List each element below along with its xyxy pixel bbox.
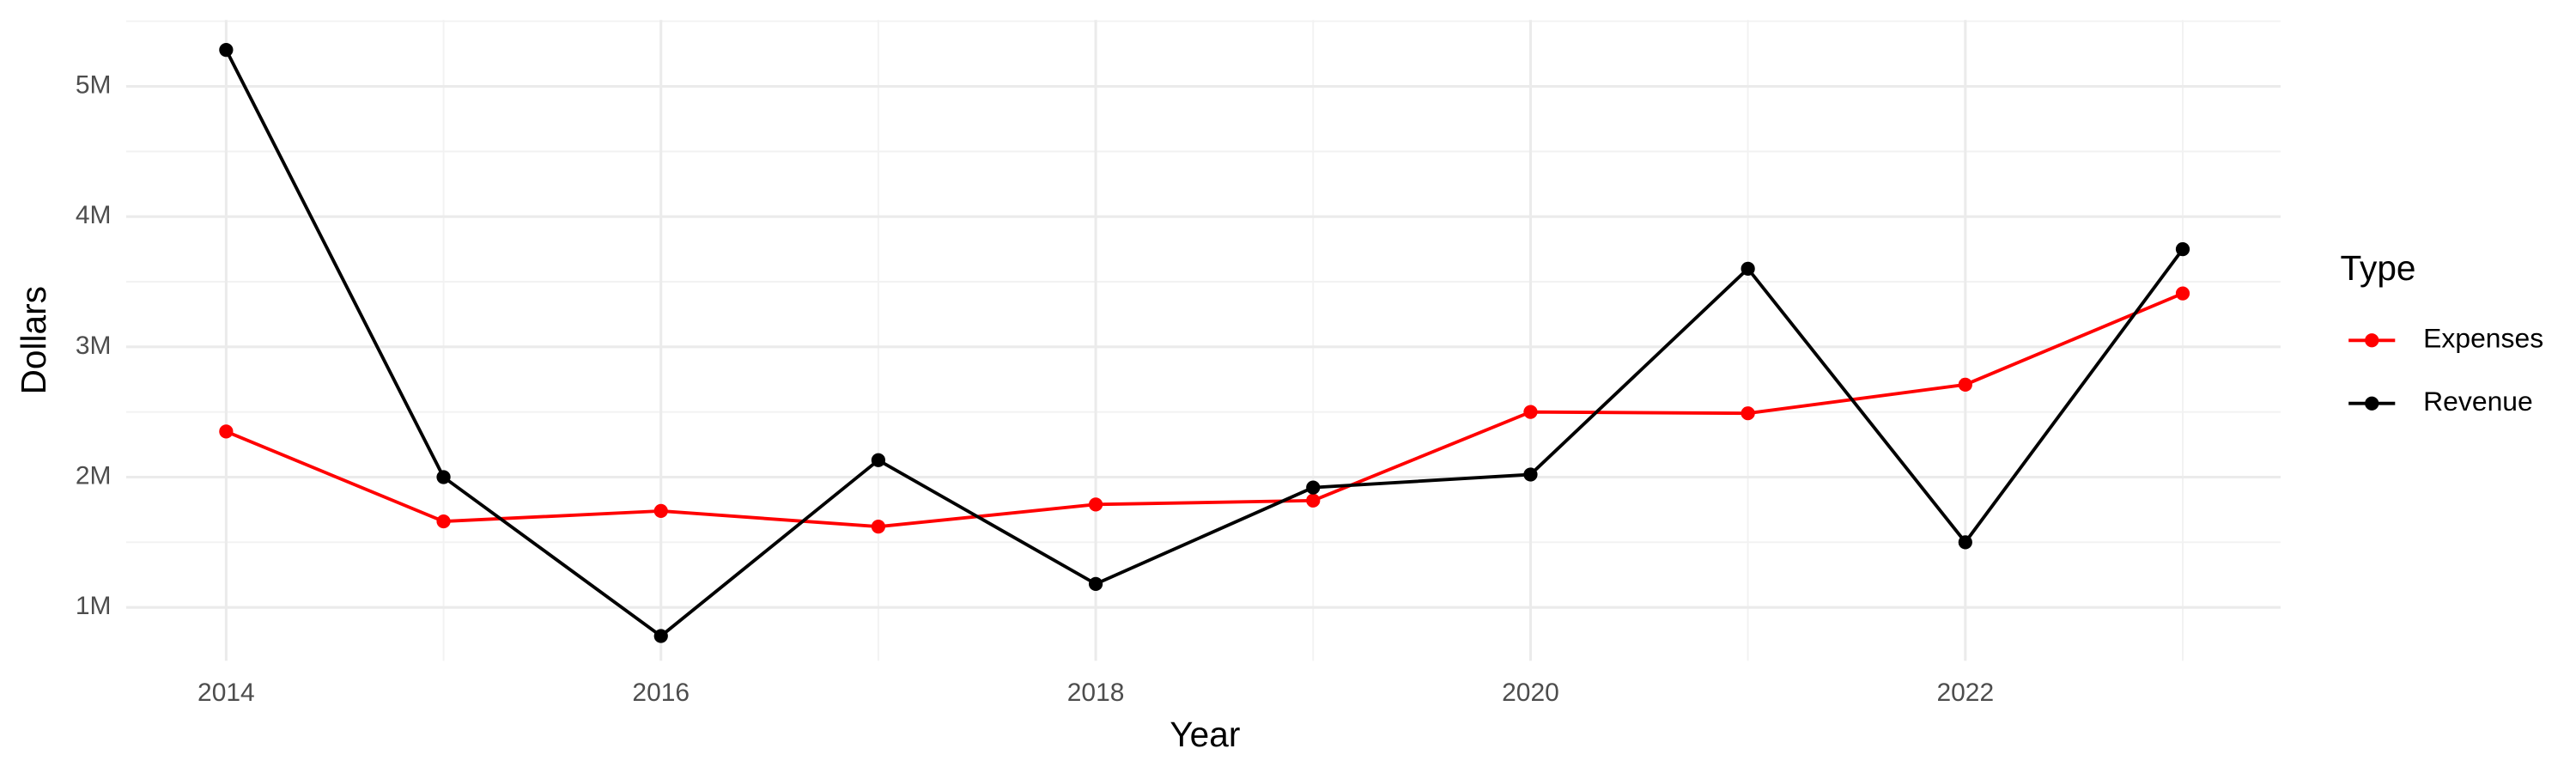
data-point: [219, 42, 234, 58]
legend-point: [2365, 333, 2379, 348]
y-tick-label: 5M: [76, 70, 112, 99]
data-point: [1958, 377, 1972, 392]
data-point: [1306, 493, 1321, 508]
y-axis-title: Dollars: [14, 286, 53, 394]
y-tick-label: 3M: [76, 332, 112, 360]
x-tick-label: 2020: [1502, 679, 1559, 707]
data-point: [871, 453, 886, 467]
x-tick-label: 2022: [1936, 679, 1994, 707]
data-point: [1523, 467, 1538, 482]
y-tick-label: 4M: [76, 201, 112, 229]
x-tick-label: 2014: [197, 679, 255, 707]
y-tick-label: 2M: [76, 461, 112, 490]
legend-title: Type: [2341, 248, 2416, 288]
legend-point: [2365, 396, 2379, 411]
data-point: [653, 503, 668, 519]
data-point: [1958, 535, 1972, 550]
series-line: [225, 291, 2184, 529]
data-point: [871, 520, 886, 534]
data-point: [1306, 480, 1321, 495]
x-axis-title: Year: [1170, 715, 1240, 754]
series-line: [224, 49, 2184, 638]
x-tick-label: 2016: [632, 679, 690, 707]
grid: [125, 20, 2281, 661]
data-point: [2175, 286, 2190, 301]
data-point: [436, 470, 451, 484]
data-point: [1523, 405, 1538, 419]
data-point: [1741, 406, 1755, 421]
x-tick-label: 2018: [1067, 679, 1125, 707]
legend-label: Expenses: [2423, 323, 2543, 354]
y-tick-label: 1M: [76, 592, 112, 620]
data-point: [653, 629, 668, 643]
data-point: [436, 514, 451, 529]
data-point: [1088, 497, 1103, 512]
legend-label: Revenue: [2423, 386, 2533, 417]
data-point: [1741, 261, 1755, 276]
data-point: [219, 424, 234, 439]
data-point: [2175, 241, 2190, 257]
data-point: [1088, 576, 1103, 591]
